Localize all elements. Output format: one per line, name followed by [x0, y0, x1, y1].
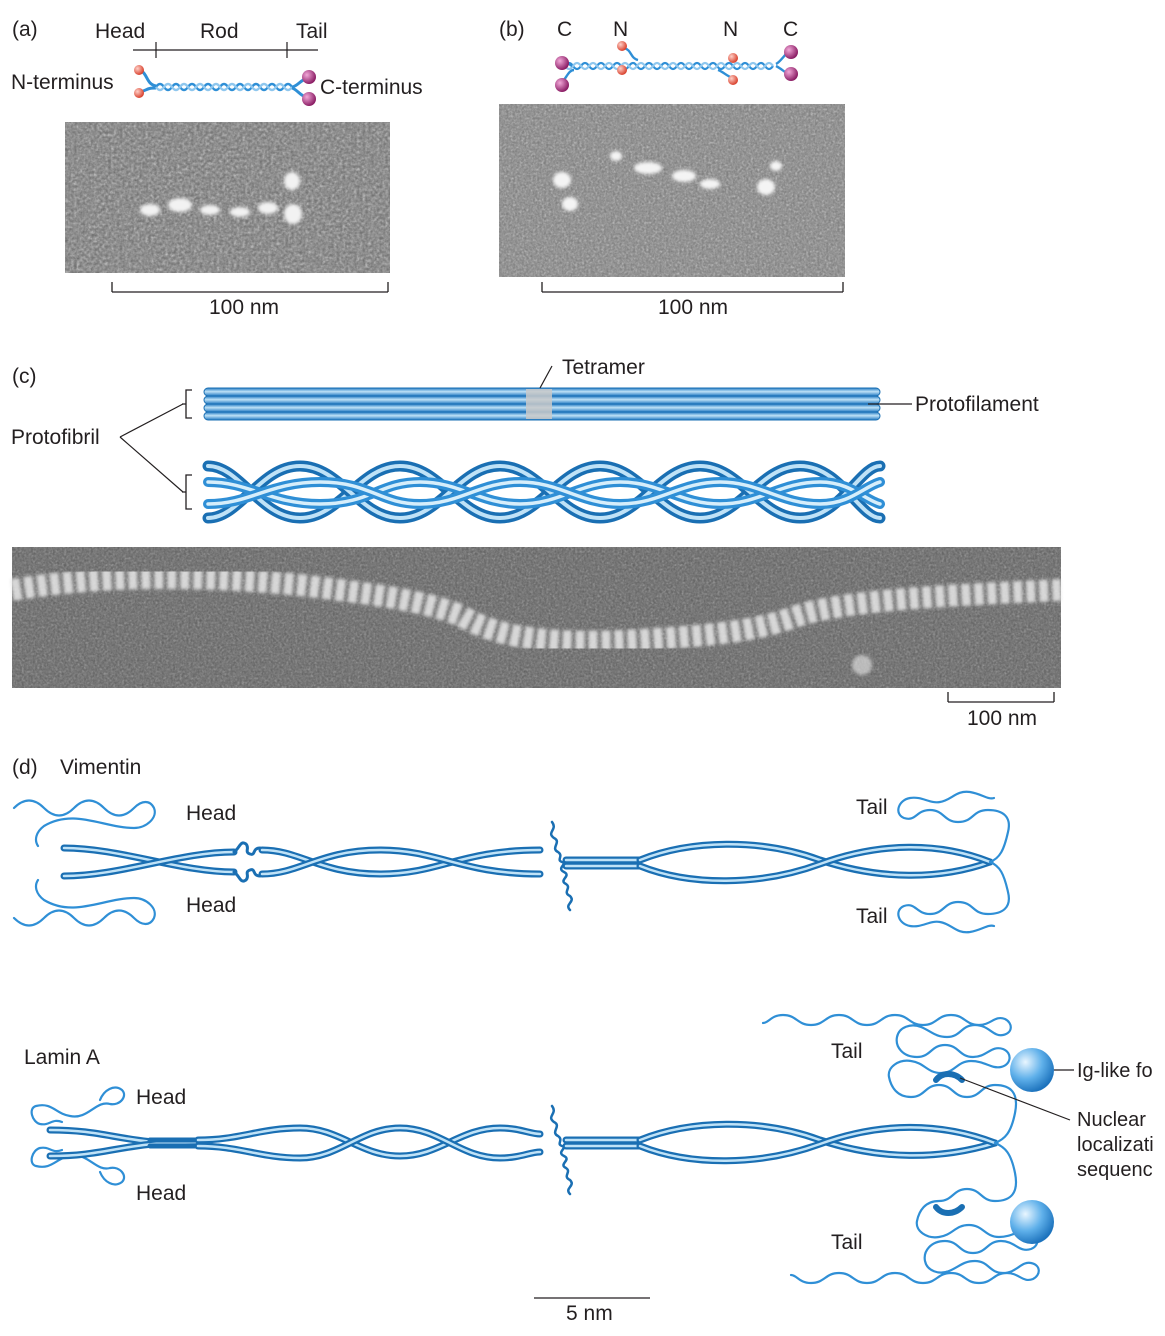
ig-like-fold-label: Ig-like fo [1077, 1060, 1153, 1082]
panel-c-letter: (c) [12, 365, 37, 388]
ig-like-fold-spheres [959, 1048, 1074, 1244]
panel-b-micrograph [499, 104, 845, 277]
nls-label-line2: localizati [1077, 1134, 1154, 1156]
lamin-tail-bottom-label: Tail [831, 1231, 863, 1254]
n-left-label: N [613, 18, 629, 41]
protofibril-label: Protofibril [11, 426, 100, 449]
n-terminus-label: N-terminus [11, 71, 114, 94]
panel-a-micrograph [65, 122, 390, 273]
nls-label-line1: Nuclear [1077, 1109, 1146, 1131]
panel-b-schematic [555, 41, 798, 92]
panel-d-scale-label: 5 nm [566, 1302, 613, 1325]
lamin-a-dimer [30, 1013, 1040, 1285]
panel-a-scale-label: 100 nm [209, 296, 280, 319]
nls-label-line3: sequenc [1077, 1159, 1153, 1181]
vimentin-head-top-label: Head [186, 802, 237, 825]
n-right-label: N [723, 18, 739, 41]
panel-b-letter: (b) [499, 18, 525, 41]
c-right-label: C [783, 18, 799, 41]
head-label: Head [95, 20, 146, 43]
panel-a-schematic [133, 42, 318, 106]
protofilament-label: Protofilament [915, 393, 1039, 416]
c-left-label: C [557, 18, 573, 41]
panel-a-letter: (a) [12, 18, 38, 41]
panel-d-letter: (d) [12, 756, 38, 779]
tetramer-label: Tetramer [562, 356, 645, 379]
c-terminus-label: C-terminus [320, 76, 423, 99]
vimentin-dimer [12, 790, 1010, 934]
lamin-head-top-label: Head [136, 1086, 187, 1109]
panel-c-scale-bar [947, 692, 1055, 703]
panel-b-scale-bar [541, 282, 844, 293]
panel-a-scale-bar [111, 282, 389, 293]
vimentin-tail-bottom-label: Tail [856, 905, 888, 928]
rod-label: Rod [200, 20, 239, 43]
lamin-head-bottom-label: Head [136, 1182, 187, 1205]
panel-c-scale-label: 100 nm [967, 707, 1038, 730]
vimentin-label: Vimentin [60, 756, 142, 779]
tail-label: Tail [296, 20, 328, 43]
protofibril-twisted [119, 403, 886, 524]
lamin-tail-top-label: Tail [831, 1040, 863, 1063]
vimentin-head-bottom-label: Head [186, 894, 237, 917]
vimentin-tail-top-label: Tail [856, 796, 888, 819]
lamin-a-label: Lamin A [24, 1046, 100, 1069]
panel-c-micrograph [10, 547, 1062, 688]
protofilament-bundle [182, 365, 912, 421]
panel-b-scale-label: 100 nm [658, 296, 729, 319]
